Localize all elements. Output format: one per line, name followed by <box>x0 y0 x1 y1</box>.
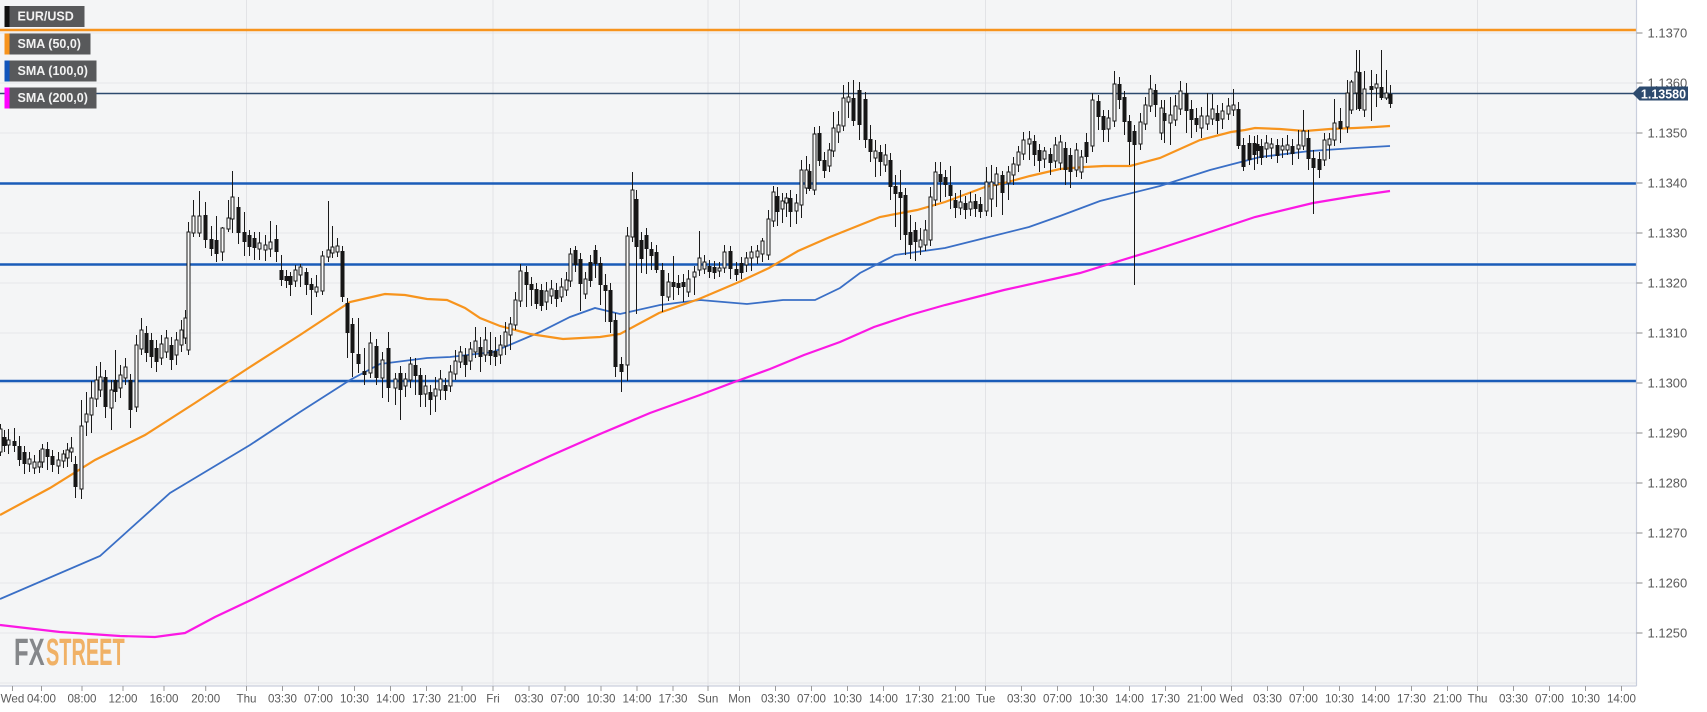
svg-text:1.13580: 1.13580 <box>1641 88 1686 102</box>
svg-text:1.1350: 1.1350 <box>1648 126 1688 141</box>
svg-text:21:00: 21:00 <box>1187 693 1216 706</box>
svg-text:1.1310: 1.1310 <box>1648 326 1688 341</box>
svg-text:14:00: 14:00 <box>1607 693 1636 706</box>
svg-text:03:30: 03:30 <box>268 693 297 706</box>
svg-text:07:00: 07:00 <box>550 693 579 706</box>
svg-text:07:00: 07:00 <box>797 693 826 706</box>
svg-text:1.1250: 1.1250 <box>1648 626 1688 641</box>
svg-text:03:30: 03:30 <box>761 693 790 706</box>
svg-text:10:30: 10:30 <box>340 693 369 706</box>
svg-text:Thu: Thu <box>237 693 257 706</box>
svg-text:10:30: 10:30 <box>1325 693 1354 706</box>
svg-text:Sun: Sun <box>698 693 719 706</box>
svg-text:08:00: 08:00 <box>67 693 96 706</box>
svg-text:20:00: 20:00 <box>191 693 220 706</box>
svg-text:21:00: 21:00 <box>941 693 970 706</box>
svg-text:14:00: 14:00 <box>1361 693 1390 706</box>
svg-text:21:00: 21:00 <box>447 693 476 706</box>
svg-text:14:00: 14:00 <box>869 693 898 706</box>
svg-text:1.1330: 1.1330 <box>1648 226 1688 241</box>
svg-text:17:30: 17:30 <box>1397 693 1426 706</box>
svg-text:Thu: Thu <box>1468 693 1488 706</box>
svg-text:10:30: 10:30 <box>1079 693 1108 706</box>
svg-text:10:30: 10:30 <box>586 693 615 706</box>
svg-text:04:00: 04:00 <box>27 693 56 706</box>
svg-text:1.1340: 1.1340 <box>1648 176 1688 191</box>
svg-text:21:00: 21:00 <box>1433 693 1462 706</box>
svg-text:1.1270: 1.1270 <box>1648 526 1688 541</box>
svg-text:EUR/USD: EUR/USD <box>18 10 74 24</box>
svg-text:14:00: 14:00 <box>622 693 651 706</box>
svg-text:03:30: 03:30 <box>514 693 543 706</box>
svg-text:1.1300: 1.1300 <box>1648 376 1688 391</box>
svg-text:FX: FX <box>14 630 45 673</box>
svg-text:1.1370: 1.1370 <box>1648 26 1688 41</box>
svg-text:14:00: 14:00 <box>376 693 405 706</box>
svg-text:07:00: 07:00 <box>1043 693 1072 706</box>
svg-text:Fri: Fri <box>486 693 500 706</box>
svg-text:SMA (100,0): SMA (100,0) <box>18 64 88 78</box>
svg-text:16:00: 16:00 <box>149 693 178 706</box>
svg-text:12:00: 12:00 <box>108 693 137 706</box>
svg-text:1.1320: 1.1320 <box>1648 276 1688 291</box>
svg-text:Tue: Tue <box>976 693 996 706</box>
svg-text:07:00: 07:00 <box>1535 693 1564 706</box>
svg-text:STREET: STREET <box>46 632 125 673</box>
svg-text:03:30: 03:30 <box>1499 693 1528 706</box>
svg-text:17:30: 17:30 <box>905 693 934 706</box>
svg-text:03:30: 03:30 <box>1007 693 1036 706</box>
svg-text:07:00: 07:00 <box>1289 693 1318 706</box>
svg-text:03:30: 03:30 <box>1253 693 1282 706</box>
svg-text:17:30: 17:30 <box>412 693 441 706</box>
svg-text:1.1280: 1.1280 <box>1648 476 1688 491</box>
svg-text:07:00: 07:00 <box>304 693 333 706</box>
svg-text:17:30: 17:30 <box>658 693 687 706</box>
svg-text:1.1290: 1.1290 <box>1648 426 1688 441</box>
svg-text:1.1260: 1.1260 <box>1648 576 1688 591</box>
svg-text:14:00: 14:00 <box>1115 693 1144 706</box>
svg-text:Wed: Wed <box>1220 693 1244 706</box>
svg-text:17:30: 17:30 <box>1151 693 1180 706</box>
svg-text:SMA (50,0): SMA (50,0) <box>18 37 81 51</box>
svg-text:10:30: 10:30 <box>1571 693 1600 706</box>
svg-text:SMA (200,0): SMA (200,0) <box>18 91 88 105</box>
svg-text:10:30: 10:30 <box>833 693 862 706</box>
svg-text:Mon: Mon <box>728 693 751 706</box>
svg-text:Wed: Wed <box>1 693 25 706</box>
